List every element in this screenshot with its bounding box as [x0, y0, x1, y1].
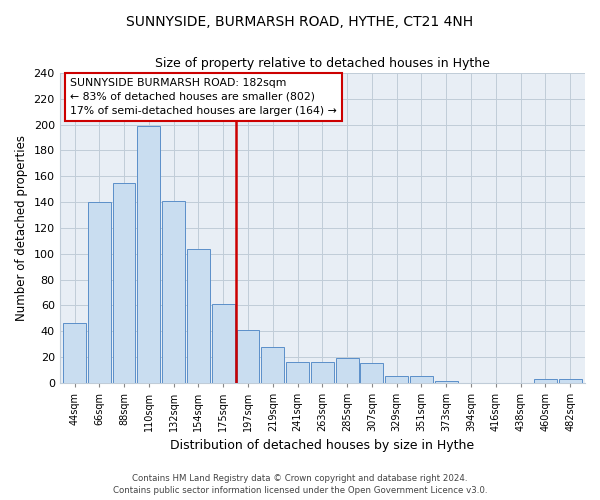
Text: SUNNYSIDE BURMARSH ROAD: 182sqm
← 83% of detached houses are smaller (802)
17% o: SUNNYSIDE BURMARSH ROAD: 182sqm ← 83% of… — [70, 78, 337, 116]
Bar — [559, 379, 581, 383]
Text: SUNNYSIDE, BURMARSH ROAD, HYTHE, CT21 4NH: SUNNYSIDE, BURMARSH ROAD, HYTHE, CT21 4N… — [127, 15, 473, 29]
Bar — [137, 126, 160, 383]
Bar — [385, 376, 408, 383]
Bar — [262, 346, 284, 383]
Bar — [435, 382, 458, 383]
Bar — [236, 330, 259, 383]
Bar — [361, 364, 383, 383]
X-axis label: Distribution of detached houses by size in Hythe: Distribution of detached houses by size … — [170, 440, 475, 452]
Bar — [63, 324, 86, 383]
Bar — [113, 182, 136, 383]
Bar — [162, 201, 185, 383]
Bar — [286, 362, 309, 383]
Text: Contains HM Land Registry data © Crown copyright and database right 2024.
Contai: Contains HM Land Registry data © Crown c… — [113, 474, 487, 495]
Bar — [410, 376, 433, 383]
Y-axis label: Number of detached properties: Number of detached properties — [15, 135, 28, 321]
Bar — [311, 362, 334, 383]
Bar — [88, 202, 111, 383]
Title: Size of property relative to detached houses in Hythe: Size of property relative to detached ho… — [155, 58, 490, 70]
Bar — [336, 358, 359, 383]
Bar — [534, 379, 557, 383]
Bar — [187, 248, 210, 383]
Bar — [212, 304, 235, 383]
